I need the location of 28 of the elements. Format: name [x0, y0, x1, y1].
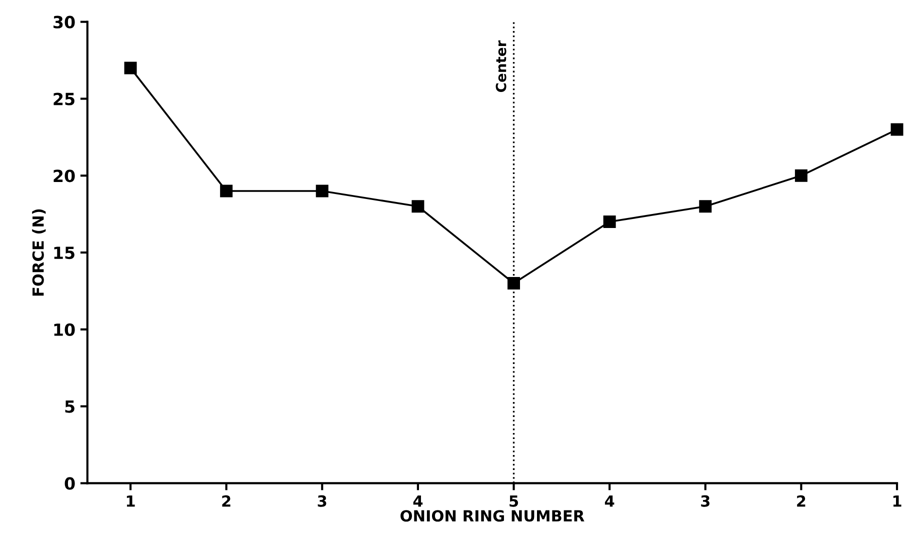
- y-tick-label: 15: [54, 246, 74, 260]
- y-tick-label: 5: [65, 400, 74, 413]
- y-axis-title: FORCE (N): [32, 209, 46, 296]
- x-tick-label: 5: [510, 495, 518, 507]
- point: [220, 184, 233, 198]
- y-tick-label: 10: [54, 323, 75, 336]
- x-tick-label: 1: [893, 495, 902, 507]
- x-tick-label: 2: [222, 495, 230, 507]
- point: [316, 184, 328, 198]
- x-tick-label: 2: [797, 495, 806, 507]
- x-axis-title: ONION RING NUMBER: [400, 510, 584, 522]
- point: [699, 200, 712, 213]
- y-tick-label: 25: [54, 92, 74, 106]
- x-tick-label: 4: [413, 495, 423, 507]
- y-tick-label: 20: [54, 170, 75, 182]
- point: [603, 216, 616, 228]
- x-tick-label: 1: [126, 495, 135, 507]
- x-tick-label: 4: [604, 495, 614, 507]
- point: [794, 169, 808, 182]
- point: [508, 277, 520, 290]
- x-tick-label: 3: [701, 495, 710, 507]
- x-tick-label: 3: [318, 495, 326, 507]
- point: [124, 62, 137, 74]
- ref-line-label: Center: [496, 40, 506, 92]
- y-tick-label: 30: [54, 16, 75, 28]
- point: [412, 200, 424, 213]
- y-tick-label: 0: [64, 477, 75, 490]
- point: [890, 123, 904, 136]
